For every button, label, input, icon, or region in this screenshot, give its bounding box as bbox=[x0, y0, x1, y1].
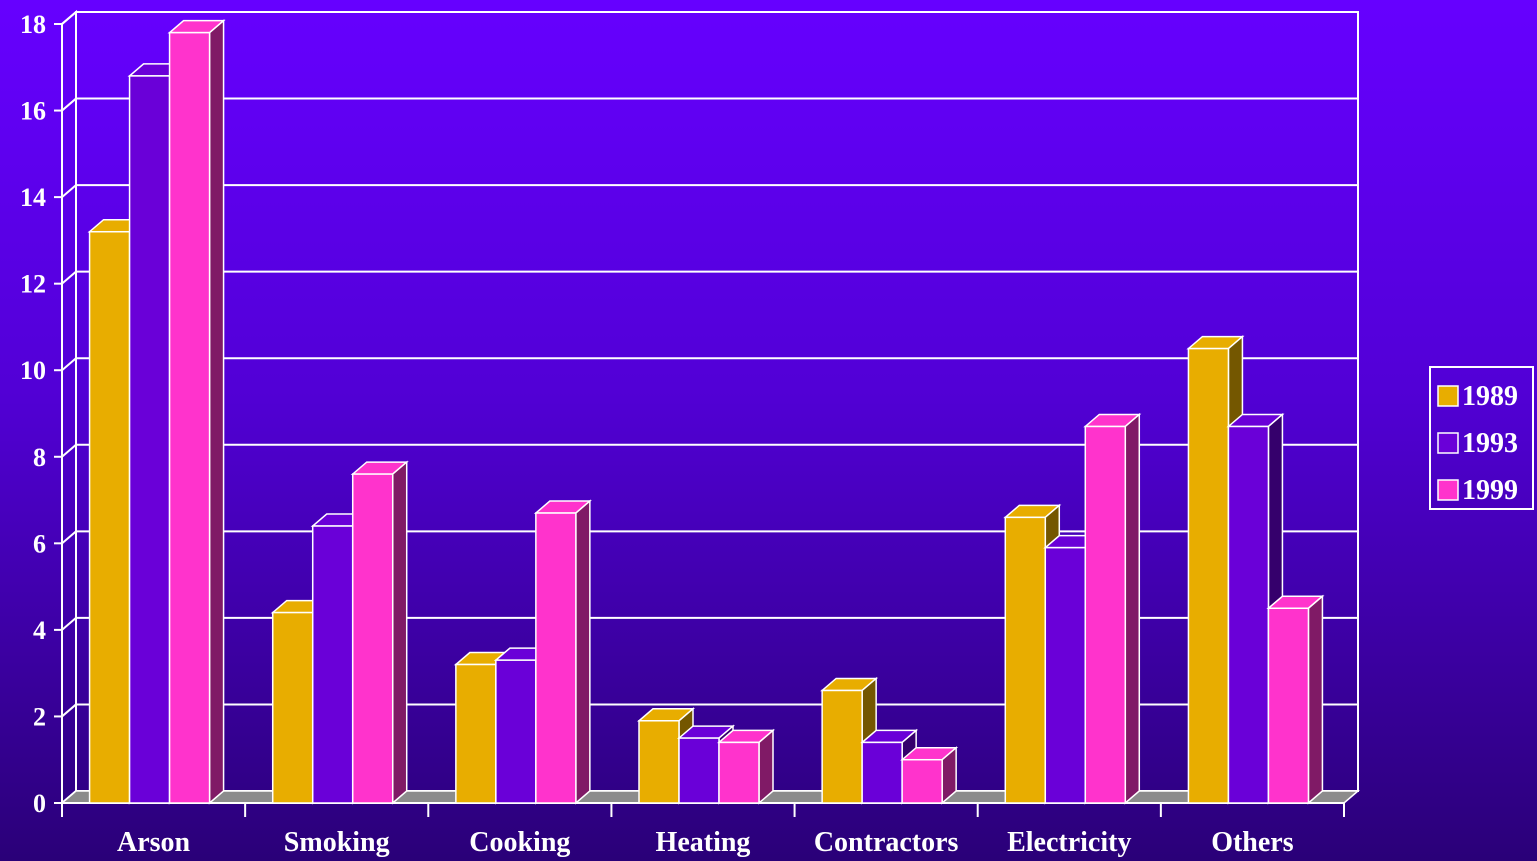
bar-front bbox=[901, 758, 943, 804]
x-tick-label: Others bbox=[1211, 827, 1294, 858]
x-tick-label: Arson bbox=[117, 827, 191, 858]
bar-front bbox=[1044, 546, 1087, 804]
x-tick-label: Heating bbox=[656, 827, 751, 858]
legend-label: 1993 bbox=[1462, 428, 1518, 459]
y-tick-label: 16 bbox=[20, 97, 46, 126]
chart-walls bbox=[61, 9, 1359, 806]
bar bbox=[900, 746, 959, 805]
bar bbox=[167, 19, 226, 805]
bar-front bbox=[351, 473, 394, 804]
x-tick-label: Electricity bbox=[1007, 827, 1131, 858]
bar bbox=[350, 460, 409, 805]
y-tick-label: 18 bbox=[20, 10, 46, 39]
side-wall bbox=[61, 9, 77, 806]
y-tick-label: 0 bbox=[33, 789, 46, 818]
back-wall bbox=[75, 11, 1359, 792]
bar-front bbox=[1004, 516, 1047, 804]
y-tick-label: 14 bbox=[20, 183, 46, 212]
legend-swatch bbox=[1437, 385, 1459, 407]
y-tick-label: 2 bbox=[33, 702, 46, 731]
bar bbox=[860, 728, 919, 805]
gridline-side bbox=[61, 184, 77, 198]
bar-side bbox=[758, 728, 774, 805]
bar bbox=[1186, 334, 1245, 805]
bar bbox=[1083, 412, 1142, 805]
bar-front bbox=[678, 737, 720, 804]
legend-swatch bbox=[1437, 479, 1459, 501]
gridline-side bbox=[61, 444, 77, 458]
y-tick-labels: 0 2 4 6 8 10 12 14 16 18 bbox=[20, 10, 46, 818]
bar-side bbox=[208, 19, 225, 805]
bar-front bbox=[455, 663, 497, 804]
gridline-side bbox=[61, 617, 77, 631]
bar-front bbox=[718, 741, 760, 804]
gridlines bbox=[61, 11, 1358, 804]
gridline-side bbox=[61, 530, 77, 545]
bar-front bbox=[1084, 425, 1127, 804]
gridline-side bbox=[61, 703, 77, 718]
x-tick-label: Contractors bbox=[814, 827, 959, 858]
bar-front bbox=[535, 512, 577, 804]
bar-front bbox=[1267, 607, 1310, 804]
y-tick-label: 6 bbox=[33, 529, 46, 558]
bar-front bbox=[271, 611, 314, 804]
legend-label: 1989 bbox=[1462, 381, 1518, 412]
bar-front bbox=[861, 741, 903, 804]
bar-front bbox=[638, 720, 680, 804]
bar bbox=[716, 728, 776, 805]
legend-box bbox=[1429, 366, 1534, 510]
bar-front bbox=[128, 75, 171, 804]
bar-front bbox=[1227, 425, 1270, 804]
bar-side bbox=[391, 460, 408, 805]
bar-side bbox=[1124, 412, 1141, 805]
bar-front bbox=[821, 689, 863, 804]
bar bbox=[1266, 594, 1325, 805]
x-tick-labels: Arson Smoking Cooking Heating Contractors Ele… bbox=[117, 827, 1294, 858]
bar-front bbox=[1187, 347, 1230, 804]
gridline-side bbox=[61, 270, 77, 285]
gridline-side bbox=[61, 357, 77, 371]
bars bbox=[87, 19, 1325, 805]
bar-front bbox=[168, 31, 211, 804]
legend-label: 1999 bbox=[1462, 475, 1518, 506]
bar-side bbox=[575, 499, 591, 805]
x-tick-label: Cooking bbox=[469, 827, 570, 858]
gridline-side bbox=[61, 11, 77, 25]
x-tick-label: Smoking bbox=[284, 827, 390, 858]
bar-side bbox=[1307, 594, 1324, 805]
y-tick-label: 10 bbox=[20, 356, 46, 385]
bar-front bbox=[88, 230, 131, 804]
gridline-side bbox=[61, 97, 77, 112]
bar-front bbox=[495, 659, 537, 804]
bar-front bbox=[311, 525, 354, 804]
axes bbox=[54, 23, 1345, 817]
legend-swatch bbox=[1437, 432, 1459, 454]
y-tick-label: 12 bbox=[20, 270, 46, 299]
legend: 1989 1993 1999 bbox=[1429, 366, 1534, 510]
bar bbox=[533, 499, 592, 805]
y-tick-label: 4 bbox=[33, 616, 46, 645]
y-tick-label: 8 bbox=[33, 443, 46, 472]
